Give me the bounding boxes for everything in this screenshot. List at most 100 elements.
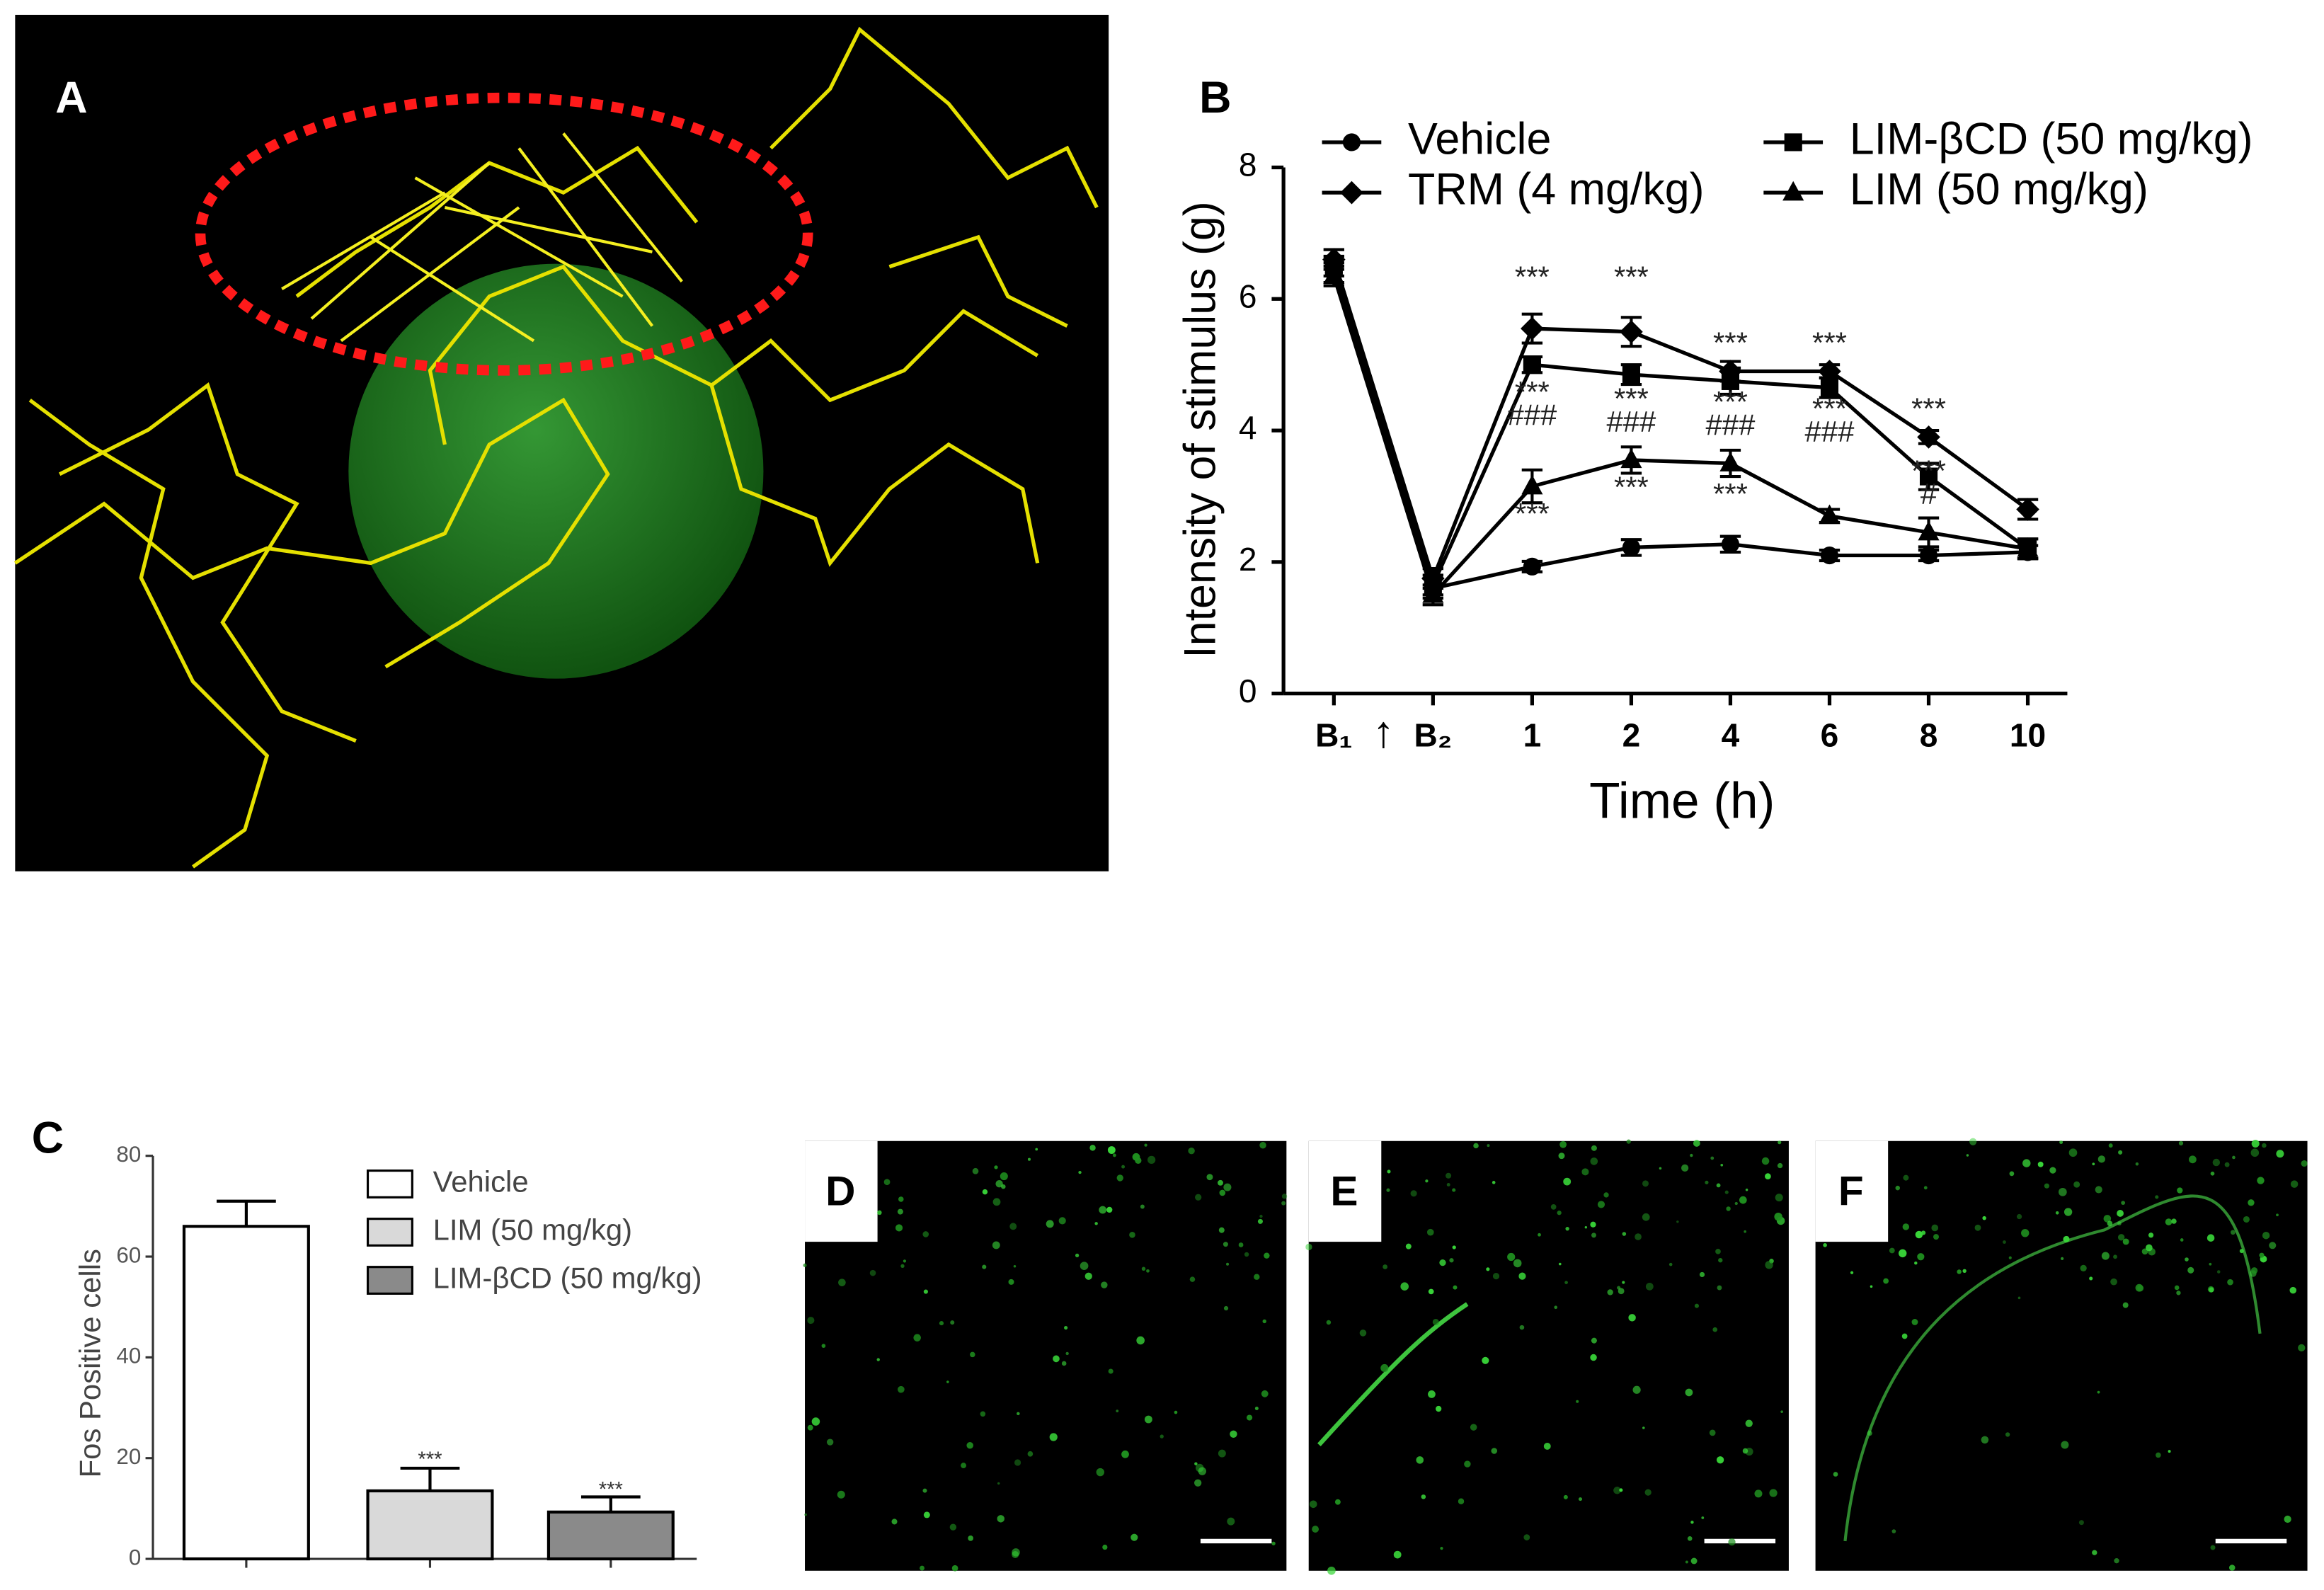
speckle xyxy=(1112,1153,1116,1157)
speckle xyxy=(1889,1247,1895,1254)
marker xyxy=(1719,452,1741,471)
speckle xyxy=(1690,1521,1694,1524)
speckle xyxy=(1728,1538,1736,1546)
speckle xyxy=(1194,1462,1198,1465)
bar xyxy=(366,1489,494,1561)
speckle xyxy=(1591,1232,1596,1238)
legend-label: TRM (4 mg/kg) xyxy=(1408,165,1705,215)
speckle xyxy=(1607,1289,1613,1296)
speckle xyxy=(997,1515,1005,1523)
y-axis-label: Fos Positive cells xyxy=(73,1249,106,1477)
marker xyxy=(1782,181,1804,201)
speckle xyxy=(922,1231,929,1237)
speckle xyxy=(1144,1143,1147,1147)
speckle xyxy=(982,1189,988,1195)
annotation: ### xyxy=(1706,408,1756,441)
panel-label: B xyxy=(1199,73,1231,122)
speckle xyxy=(1581,1168,1589,1176)
speckle xyxy=(1558,1262,1562,1266)
speckle xyxy=(807,1317,815,1325)
speckle xyxy=(895,1224,903,1232)
speckle xyxy=(803,1263,807,1267)
speckle xyxy=(1726,1206,1731,1211)
speckle xyxy=(1744,1230,1746,1233)
marker xyxy=(1721,535,1740,554)
speckle xyxy=(1446,1183,1450,1186)
marker xyxy=(1523,355,1541,374)
speckle xyxy=(1482,1356,1489,1364)
speckle xyxy=(877,1210,882,1216)
annotation: ### xyxy=(1606,405,1656,438)
speckle xyxy=(1576,1400,1579,1403)
speckle xyxy=(1452,1188,1456,1192)
speckle xyxy=(1426,1228,1434,1236)
speckle xyxy=(1101,1281,1108,1288)
speckle xyxy=(1416,1456,1424,1464)
speckle xyxy=(1326,1320,1332,1325)
speckle xyxy=(2059,1140,2063,1144)
annotation: *** xyxy=(1713,385,1748,418)
speckle xyxy=(1107,1146,1116,1154)
speckle xyxy=(2055,1211,2059,1215)
speckle xyxy=(1160,1434,1164,1439)
speckle xyxy=(1359,1329,1367,1337)
speckle xyxy=(1271,1541,1276,1545)
speckle xyxy=(1565,1227,1569,1231)
speckle xyxy=(2008,1256,2012,1259)
legend-swatch xyxy=(366,1169,413,1199)
speckle xyxy=(2298,1344,2306,1352)
annotation: *** xyxy=(1713,477,1748,510)
speckle xyxy=(2168,1450,2171,1453)
speckle xyxy=(2145,1244,2153,1252)
speckle xyxy=(2250,1267,2258,1274)
speckle xyxy=(1473,1143,1479,1149)
marker xyxy=(1620,320,1643,344)
annotation: *** xyxy=(1911,391,1946,425)
x-tick-label: 6 xyxy=(1821,717,1839,754)
speckle xyxy=(1642,1213,1650,1221)
speckle xyxy=(920,1565,925,1571)
speckle xyxy=(1550,1204,1557,1210)
speckle xyxy=(2114,1558,2119,1564)
speckle xyxy=(1046,1220,1054,1228)
speckle xyxy=(891,1518,898,1525)
speckle xyxy=(1425,1179,1429,1183)
speckle xyxy=(1699,1271,1705,1278)
speckle xyxy=(1957,1269,1962,1274)
speckle xyxy=(2276,1150,2284,1158)
speckle xyxy=(2061,1257,2064,1260)
speckle xyxy=(1563,1494,1568,1499)
speckle xyxy=(1017,1412,1020,1416)
speckle xyxy=(961,1463,967,1469)
speckle xyxy=(2165,1218,2173,1225)
speckle xyxy=(970,1351,975,1358)
speckle xyxy=(1734,1201,1738,1206)
speckle xyxy=(2171,1218,2177,1224)
speckle xyxy=(980,1411,986,1417)
speckle xyxy=(826,1439,834,1446)
speckle xyxy=(1974,1224,1981,1231)
speckle xyxy=(1921,1230,1926,1235)
speckle xyxy=(1685,1560,1688,1564)
speckle xyxy=(950,1320,955,1325)
speckle xyxy=(1432,1318,1439,1325)
speckle xyxy=(1492,1272,1500,1280)
speckle xyxy=(997,1482,1000,1485)
speckle xyxy=(1780,1410,1783,1413)
x-tick-label: 4 xyxy=(1722,717,1740,754)
speckle xyxy=(1106,1206,1113,1213)
speckle xyxy=(1146,1269,1150,1273)
speckle xyxy=(811,1417,820,1426)
speckle xyxy=(1966,1154,1969,1157)
speckle xyxy=(1969,1138,1977,1145)
speckle xyxy=(2243,1216,2250,1223)
series-line xyxy=(1332,275,2028,599)
speckle xyxy=(1563,1177,1572,1186)
x-tick-label: B₁ xyxy=(1315,717,1352,754)
speckle xyxy=(2117,1221,2122,1226)
speckle xyxy=(1259,1214,1263,1218)
speckle xyxy=(1584,1226,1588,1229)
speckle xyxy=(869,1269,876,1276)
speckle xyxy=(1745,1188,1748,1191)
speckle xyxy=(2212,1158,2221,1167)
